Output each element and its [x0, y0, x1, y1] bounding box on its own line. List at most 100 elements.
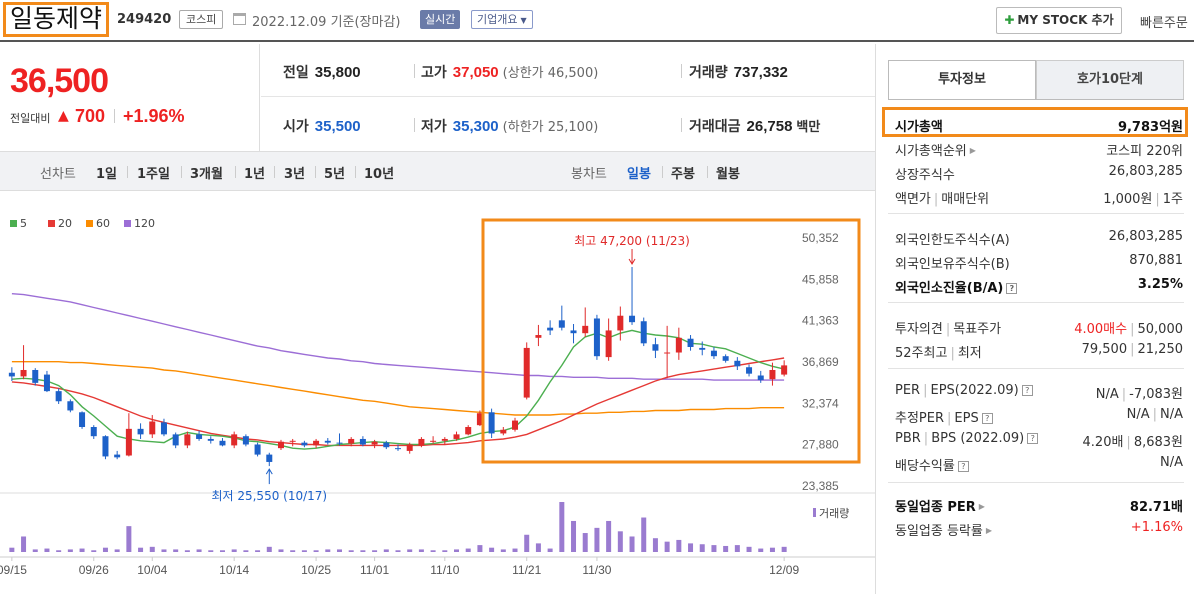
plus-icon: ✚ — [1004, 13, 1015, 27]
divider — [414, 64, 415, 78]
open-price: 시가 35,500 — [283, 118, 361, 135]
tab-orderbook[interactable]: 호가10단계 — [1036, 60, 1184, 100]
volume-bar — [629, 536, 635, 552]
chart-highlight-box — [481, 218, 861, 464]
candle-body — [430, 440, 437, 442]
candle-body — [570, 330, 577, 334]
realtime-button[interactable]: 실시간 — [420, 10, 461, 29]
quote-row: 시가 35,500 저가 35,300 (하한가 25,100) 거래대금 26,758… — [261, 98, 875, 151]
volume-bar — [465, 548, 471, 552]
period-1y[interactable]: 1년 — [244, 167, 266, 182]
volume-bar — [652, 538, 658, 552]
y-tick-label: 41,363 — [802, 314, 839, 328]
high-annotation: 최고 47,200 (11/23) — [574, 234, 690, 248]
volume-bar — [32, 549, 38, 552]
help-icon[interactable]: ? — [1006, 283, 1018, 294]
volume-bar — [79, 548, 85, 552]
face-value-row: 액면가 | 매매단위 1,000원 | 1주 — [895, 192, 1183, 207]
volume-bar — [102, 547, 108, 552]
help-icon[interactable]: ? — [1021, 385, 1033, 396]
candle-body — [313, 440, 320, 446]
quick-order-link[interactable]: 빠른주문 — [1140, 16, 1188, 31]
volume-bar — [372, 550, 378, 552]
market-cap-rank-row[interactable]: 시가총액순위 ▶ 코스피 220위 — [895, 144, 1183, 159]
candle-body — [254, 444, 261, 455]
candle-body — [219, 440, 226, 446]
tab-invest-info[interactable]: 투자정보 — [888, 60, 1036, 100]
help-icon[interactable]: ? — [957, 461, 969, 472]
candle-weekly[interactable]: 주봉 — [671, 167, 695, 182]
candle-body — [43, 374, 50, 392]
candle-body — [617, 315, 624, 331]
low-annotation: 최저 25,550 (10/17) — [211, 489, 327, 503]
volume-bar — [442, 550, 448, 552]
company-name: 일동제약 — [3, 2, 110, 37]
company-overview-dropdown[interactable]: 기업개요 ▼ — [471, 10, 533, 29]
add-mystock-button[interactable]: ✚ MY STOCK 추가 — [996, 7, 1122, 34]
volume-bar — [500, 549, 506, 552]
candle-chart-title: 봉차트 — [571, 167, 607, 182]
listed-shares-row: 상장주식수 26,803,285 — [895, 164, 1183, 183]
volume-bar — [418, 549, 424, 552]
period-3y[interactable]: 3년 — [284, 167, 306, 182]
x-tick-label: 11/01 — [360, 563, 389, 577]
x-tick-label: 11/21 — [512, 563, 541, 577]
sector-per-row[interactable]: 동일업종 PER ▶ 82.71배 — [895, 500, 1183, 515]
volume-bar — [641, 517, 647, 552]
volume-bar — [56, 550, 62, 552]
legend-swatch — [86, 220, 93, 227]
divider — [315, 166, 316, 178]
candle-body — [746, 367, 753, 374]
volume-bar — [184, 550, 190, 552]
candle-body — [348, 438, 355, 444]
period-1d[interactable]: 1일 — [96, 167, 118, 182]
volume-bar — [255, 550, 261, 552]
quote-row: 전일 35,800 고가 37,050 (상한가 46,500) 거래량 737,332 — [261, 44, 875, 97]
ma60-line — [11, 360, 785, 416]
stock-header: 일동제약 249420 코스피 2022.12.09 기준(장마감) 실시간 기… — [0, 0, 1194, 42]
help-icon[interactable]: ? — [981, 413, 993, 424]
opinion-row: 투자의견 | 목표주가 4.00매수 | 50,000 — [895, 322, 1183, 337]
divider — [888, 213, 1184, 214]
period-5y[interactable]: 5년 — [324, 167, 346, 182]
period-1w[interactable]: 1주일 — [137, 167, 170, 182]
volume-bar — [559, 502, 565, 552]
volume-bar — [290, 550, 296, 552]
candle-body — [324, 440, 331, 443]
candle-body — [664, 352, 671, 354]
divider — [707, 166, 708, 178]
stock-chart[interactable]: 5 20 60 120 50,352 45,858 41,363 36,869 32,374 27… — [0, 192, 875, 594]
current-price: 36,500 — [10, 62, 109, 100]
divider — [274, 166, 275, 178]
candle-body — [125, 428, 132, 456]
candle-body — [500, 429, 507, 434]
candle-body — [465, 427, 472, 435]
candlestick-chart[interactable]: 5 20 60 120 50,352 45,858 41,363 36,869 32,374 27… — [0, 192, 875, 594]
volume-bar — [688, 543, 694, 552]
y-tick-label: 45,858 — [802, 272, 839, 286]
candle-body — [383, 442, 390, 448]
candle-monthly[interactable]: 월봉 — [716, 167, 740, 182]
divider — [235, 166, 236, 178]
legend-label: 120 — [134, 217, 155, 230]
help-icon[interactable]: ? — [1027, 433, 1039, 444]
volume-bar — [617, 531, 623, 552]
divider — [888, 368, 1184, 369]
period-3m[interactable]: 3개월 — [190, 167, 223, 182]
volume-bar — [407, 549, 413, 552]
candle-body — [722, 356, 729, 361]
quote-summary: 전일 35,800 고가 37,050 (상한가 46,500) 거래량 737,332… — [261, 44, 875, 151]
y-tick-label: 50,352 — [802, 231, 839, 245]
candle-body — [371, 441, 378, 445]
market-cap-row: 시가총액 9,783억원 — [895, 120, 1183, 135]
period-10y[interactable]: 10년 — [364, 167, 395, 182]
overview-label: 기업개요 — [477, 13, 518, 26]
candle-body — [395, 448, 401, 450]
market-cap-highlight — [882, 107, 1188, 137]
sector-change-row[interactable]: 동일업종 등락률 ▶ +1.16% — [895, 520, 1183, 539]
low-arrowhead — [265, 468, 273, 475]
volume-bar — [149, 546, 155, 552]
candle-body — [710, 350, 717, 357]
candle-daily[interactable]: 일봉 — [627, 167, 651, 182]
candle-body — [55, 391, 62, 402]
